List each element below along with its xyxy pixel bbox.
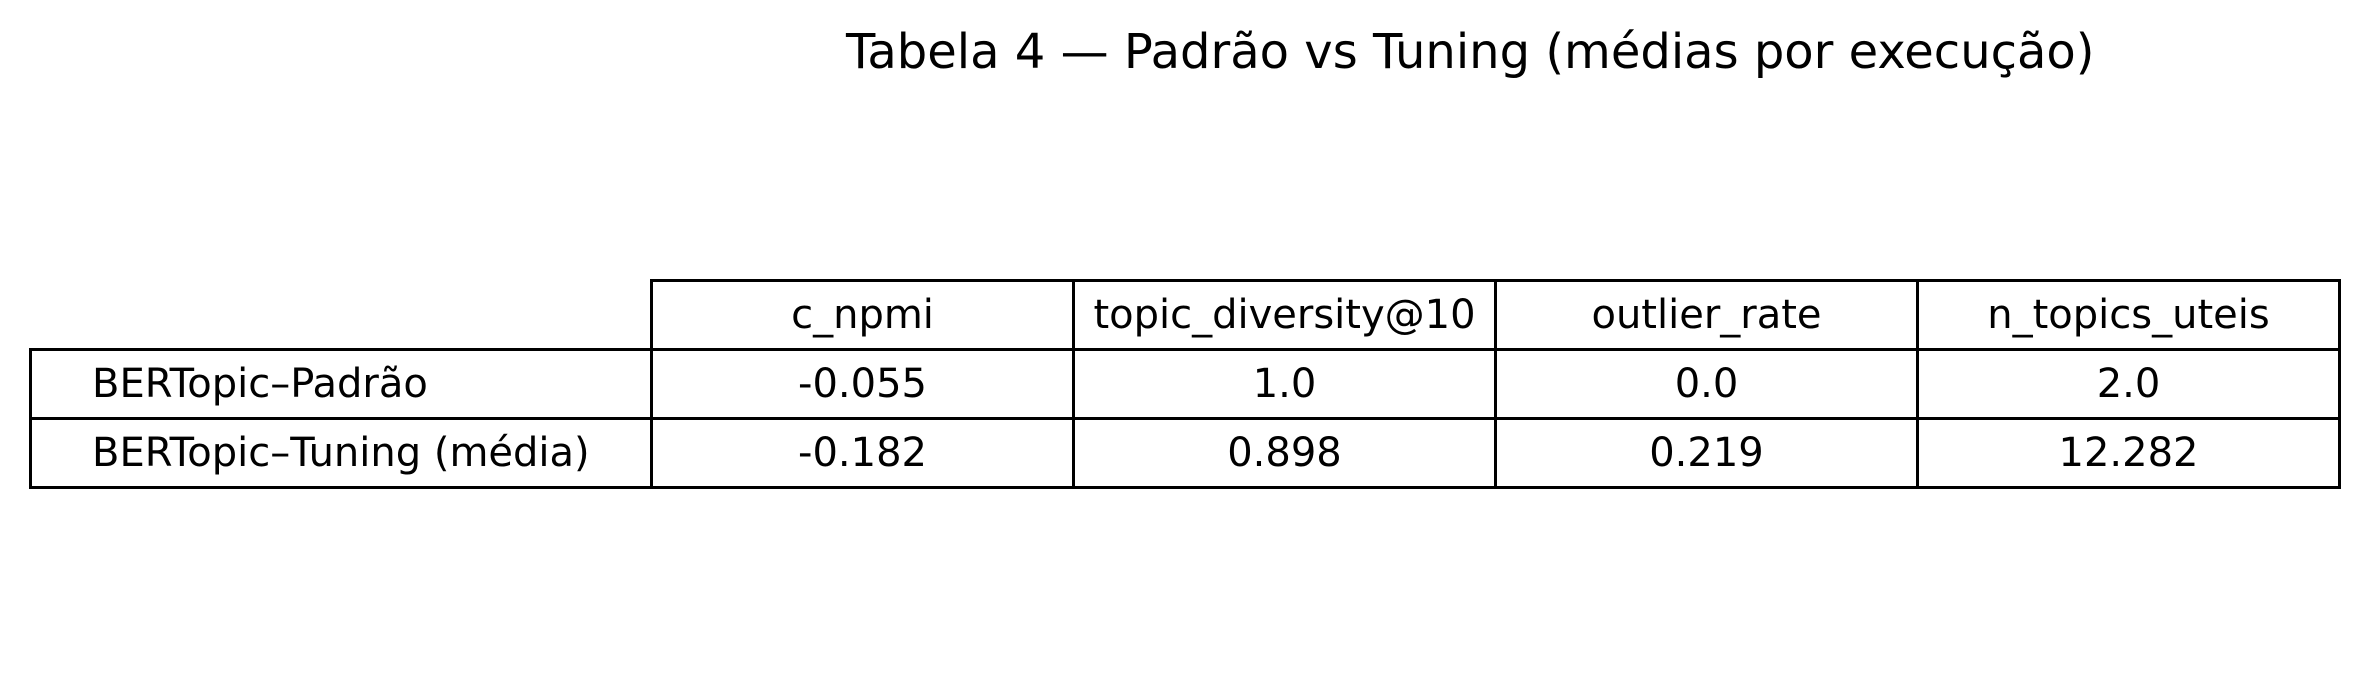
row-label: BERTopic–Tuning (média) [29, 417, 653, 489]
column-header-n-topics-uteis: n_topics_uteis [1916, 279, 2341, 351]
chart-title: Tabela 4 — Padrão vs Tuning (médias por … [846, 24, 2095, 80]
table-cell-value: 1.0 [1072, 348, 1497, 420]
table-cell-value: 0.0 [1494, 348, 1919, 420]
row-label: BERTopic–Padrão [29, 348, 653, 420]
table-cell-value: 2.0 [1916, 348, 2341, 420]
column-header-topic-diversity-10: topic_diversity@10 [1072, 279, 1497, 351]
table-cell-value: 0.898 [1072, 417, 1497, 489]
column-header-c-npmi: c_npmi [650, 279, 1075, 351]
table-cell-value: 12.282 [1916, 417, 2341, 489]
table-cell-value: 0.219 [1494, 417, 1919, 489]
table-cell-value: -0.182 [650, 417, 1075, 489]
column-header-outlier-rate: outlier_rate [1494, 279, 1919, 351]
table-cell-value: -0.055 [650, 348, 1075, 420]
